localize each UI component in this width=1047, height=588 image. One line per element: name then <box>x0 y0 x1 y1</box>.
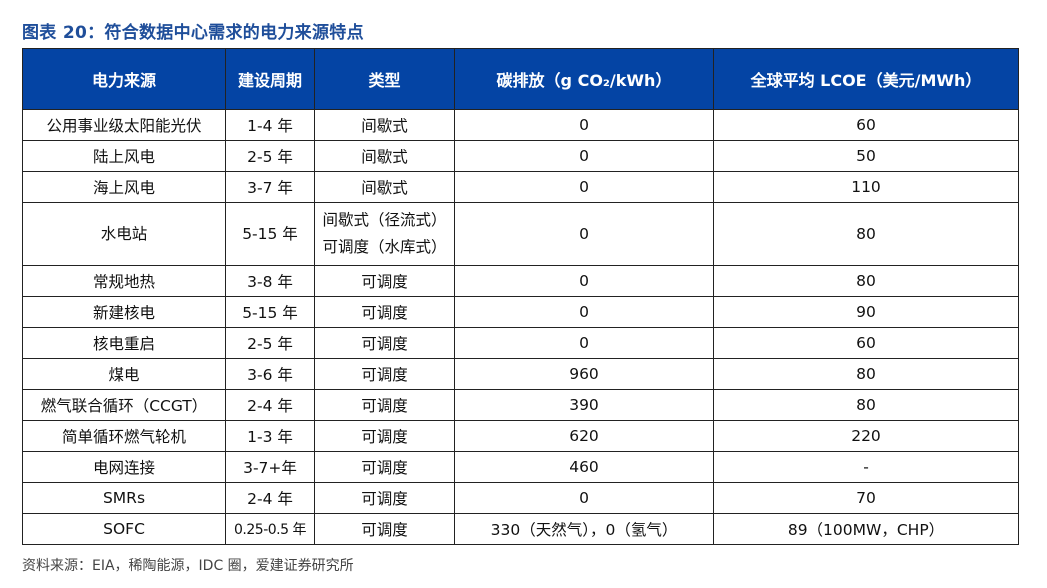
cell-type: 可调度 <box>314 358 455 390</box>
cell-carbon-emission: 0 <box>454 482 714 514</box>
cell-power-source: 新建核电 <box>22 296 226 328</box>
table-row: 简单循环燃气轮机 1-3 年可调度 620 220 <box>22 420 1019 452</box>
cell-build-period: 0.25-0.5 年 <box>225 513 315 545</box>
cell-power-source: 核电重启 <box>22 327 226 359</box>
cell-type: 可调度 <box>314 389 455 421</box>
power-source-table: 电力来源 建设周期 类型 碳排放（g CO₂/kWh） 全球平均 LCOE（美元… <box>22 48 1019 545</box>
cell-power-source: SMRs <box>22 482 226 514</box>
cell-build-period: 1-4 年 <box>225 109 315 141</box>
cell-power-source: 陆上风电 <box>22 140 226 172</box>
cell-type: 可调度 <box>314 482 455 514</box>
table-row: 电网连接 3-7+年 可调度 460- <box>22 451 1019 483</box>
cell-lcoe: 90 <box>713 296 1019 328</box>
cell-type: 间歇式 <box>314 140 455 172</box>
cell-carbon-emission: 460 <box>454 451 714 483</box>
cell-carbon-emission: 0 <box>454 140 714 172</box>
cell-build-period: 3-7 年 <box>225 171 315 203</box>
table-row: 燃气联合循环（CCGT） 2-4 年可调度 390 80 <box>22 389 1019 421</box>
cell-carbon-emission: 0 <box>454 202 714 266</box>
cell-power-source: 公用事业级太阳能光伏 <box>22 109 226 141</box>
cell-carbon-emission: 0 <box>454 109 714 141</box>
cell-lcoe: - <box>713 451 1019 483</box>
cell-lcoe: 60 <box>713 109 1019 141</box>
table-row: SMRs 2-4 年可调度 0 70 <box>22 482 1019 514</box>
cell-power-source: 煤电 <box>22 358 226 390</box>
table-row: 新建核电 5-15 年可调度 0 90 <box>22 296 1019 328</box>
table-row: 陆上风电 2-5 年间歇式 0 50 <box>22 140 1019 172</box>
figure-title: 图表 20：符合数据中心需求的电力来源特点 <box>22 23 364 43</box>
table-row: 公用事业级太阳能光伏 1-4 年间歇式 0 60 <box>22 109 1019 141</box>
source-note: 资料来源：EIA，稀陶能源，IDC 圈，爱建证券研究所 <box>22 558 354 574</box>
cell-build-period: 2-5 年 <box>225 327 315 359</box>
cell-carbon-emission: 0 <box>454 171 714 203</box>
cell-carbon-emission: 390 <box>454 389 714 421</box>
cell-lcoe: 60 <box>713 327 1019 359</box>
cell-carbon-emission: 0 <box>454 327 714 359</box>
cell-build-period: 5-15 年 <box>225 202 315 266</box>
header-build-period: 建设周期 <box>225 48 315 110</box>
table-row: 煤电 3-6 年可调度 960 80 <box>22 358 1019 390</box>
cell-power-source: 常规地热 <box>22 265 226 297</box>
table-row: 核电重启 2-5 年可调度 0 60 <box>22 327 1019 359</box>
header-type: 类型 <box>314 48 455 110</box>
cell-build-period: 3-8 年 <box>225 265 315 297</box>
cell-lcoe: 80 <box>713 389 1019 421</box>
cell-type: 可调度 <box>314 327 455 359</box>
cell-build-period: 5-15 年 <box>225 296 315 328</box>
table-row: 常规地热 3-8 年可调度 0 80 <box>22 265 1019 297</box>
cell-lcoe: 80 <box>713 358 1019 390</box>
cell-build-period: 3-6 年 <box>225 358 315 390</box>
cell-power-source: 简单循环燃气轮机 <box>22 420 226 452</box>
cell-build-period: 3-7+年 <box>225 451 315 483</box>
cell-power-source: 水电站 <box>22 202 226 266</box>
cell-power-source: SOFC <box>22 513 226 545</box>
cell-type: 间歇式 <box>314 109 455 141</box>
header-carbon: 碳排放（g CO₂/kWh） <box>454 48 714 110</box>
cell-lcoe: 70 <box>713 482 1019 514</box>
table-row: SOFC 0.25-0.5 年可调度 330（天然气），0（氢气） 89（100MW，… <box>22 513 1019 545</box>
header-power-source: 电力来源 <box>22 48 226 110</box>
table-row: 海上风电 3-7 年间歇式 0 110 <box>22 171 1019 203</box>
cell-type: 间歇式 <box>314 171 455 203</box>
cell-type: 可调度 <box>314 265 455 297</box>
cell-type: 可调度 <box>314 420 455 452</box>
cell-lcoe: 220 <box>713 420 1019 452</box>
cell-lcoe: 110 <box>713 171 1019 203</box>
cell-lcoe: 89（100MW，CHP） <box>713 513 1019 545</box>
cell-type: 间歇式（径流式） 可调度（水库式） <box>314 202 455 266</box>
cell-build-period: 1-3 年 <box>225 420 315 452</box>
cell-carbon-emission: 330（天然气），0（氢气） <box>454 513 714 545</box>
cell-lcoe: 50 <box>713 140 1019 172</box>
cell-power-source: 燃气联合循环（CCGT） <box>22 389 226 421</box>
cell-type: 可调度 <box>314 451 455 483</box>
cell-lcoe: 80 <box>713 202 1019 266</box>
cell-carbon-emission: 0 <box>454 265 714 297</box>
header-lcoe: 全球平均 LCOE（美元/MWh） <box>713 48 1019 110</box>
cell-build-period: 2-4 年 <box>225 482 315 514</box>
cell-build-period: 2-5 年 <box>225 140 315 172</box>
cell-power-source: 电网连接 <box>22 451 226 483</box>
cell-type: 可调度 <box>314 296 455 328</box>
cell-type: 可调度 <box>314 513 455 545</box>
cell-carbon-emission: 960 <box>454 358 714 390</box>
cell-carbon-emission: 620 <box>454 420 714 452</box>
cell-lcoe: 80 <box>713 265 1019 297</box>
cell-carbon-emission: 0 <box>454 296 714 328</box>
table-row: 水电站 5-15 年间歇式（径流式） 可调度（水库式） 0 80 <box>22 202 1019 266</box>
cell-build-period: 2-4 年 <box>225 389 315 421</box>
table-header-row: 电力来源 建设周期 类型 碳排放（g CO₂/kWh） 全球平均 LCOE（美元… <box>22 48 1019 110</box>
cell-power-source: 海上风电 <box>22 171 226 203</box>
